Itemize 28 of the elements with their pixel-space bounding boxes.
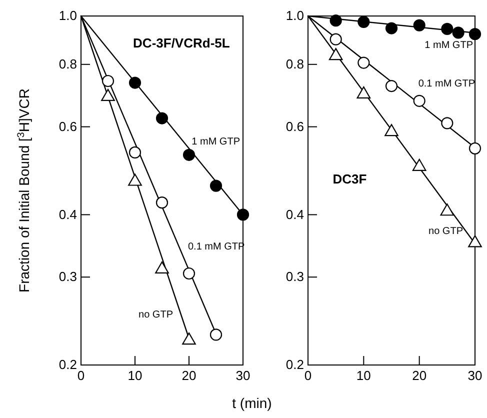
x-tick-label: 10 <box>356 368 371 384</box>
x-tick-label: 0 <box>304 368 312 384</box>
x-tick-label: 30 <box>468 368 482 384</box>
y-tick-label: 0.3 <box>286 269 304 284</box>
series-label: no GTP <box>428 226 464 238</box>
x-tick-label: 0 <box>77 368 85 384</box>
text: no GTP <box>138 309 174 320</box>
y-tick-label: 0.2 <box>58 357 77 372</box>
annotation: DC3F <box>332 172 367 187</box>
y-tick-label: 0.6 <box>58 118 77 134</box>
x-tick-label: 30 <box>236 368 250 384</box>
y-tick-label: 0.4 <box>286 206 304 222</box>
y-tick-label: 0.8 <box>286 56 304 72</box>
series-label: 1 mM GTP <box>424 40 474 52</box>
y-tick-label: 0.3 <box>58 269 77 284</box>
y-tick-label: 1.0 <box>286 8 304 24</box>
y-tick-label: 0.4 <box>58 206 77 222</box>
y-tick-label: 0.2 <box>286 357 304 372</box>
annotation: DC-3F/VCRd-5L <box>133 35 230 50</box>
series-label: 0.1 mM GTP <box>418 78 476 90</box>
y-tick-label: 0.8 <box>58 56 77 72</box>
x-axis-title: t (min) <box>232 395 272 411</box>
y-tick-label: 0.6 <box>286 118 304 134</box>
y-tick-label: 1.0 <box>58 8 77 24</box>
series-label: 1 mM GTP <box>192 136 240 148</box>
x-tick-label: 10 <box>128 368 142 384</box>
x-tick-label: 20 <box>182 368 196 384</box>
x-tick-label: 20 <box>412 368 427 384</box>
